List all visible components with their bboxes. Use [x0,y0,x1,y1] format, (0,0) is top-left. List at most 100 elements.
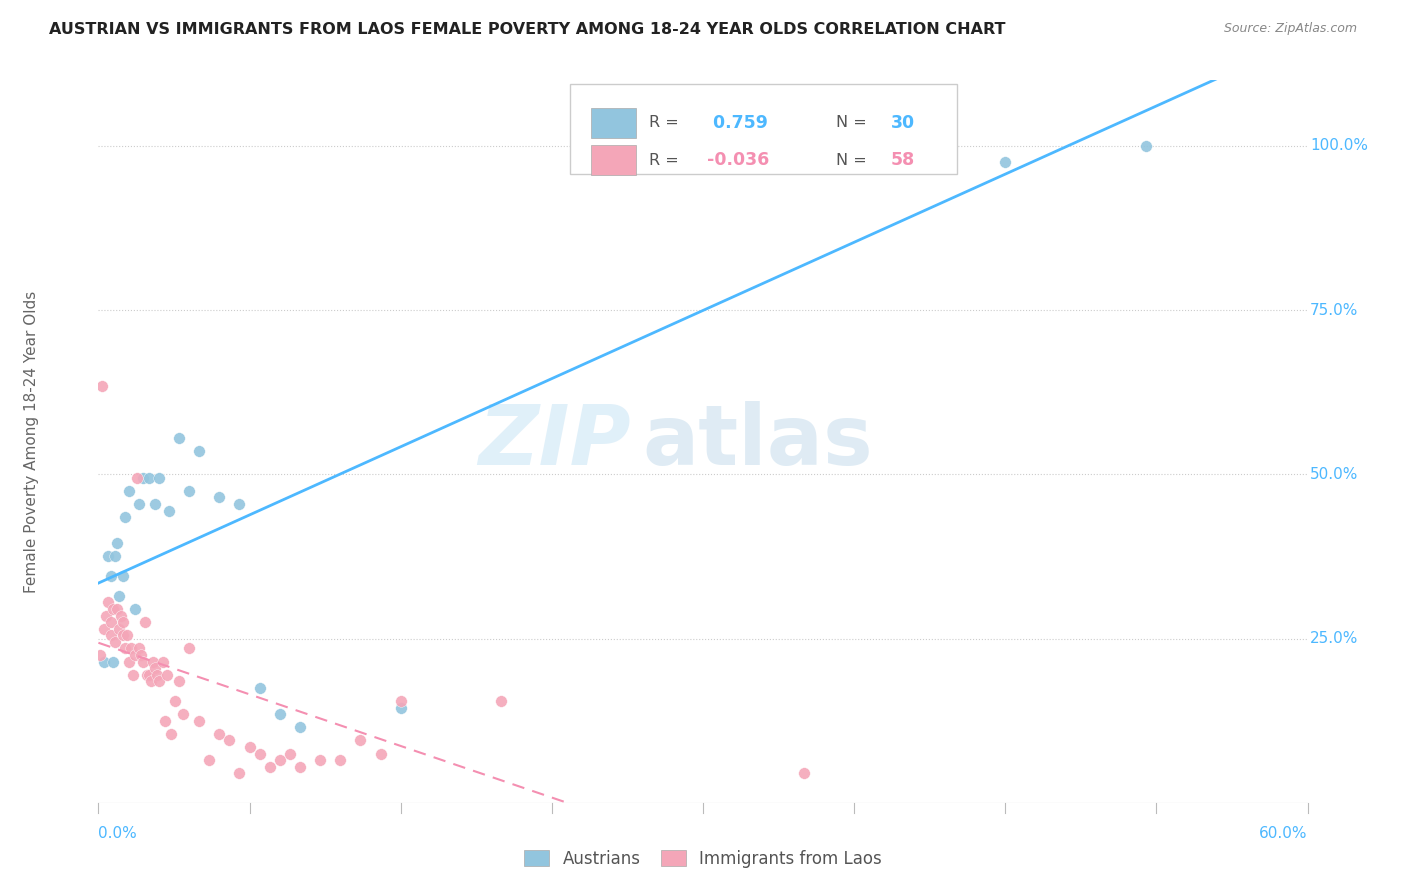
Point [208,727,231,741]
Point [228,497,250,511]
Point [105,602,128,616]
Text: atlas: atlas [643,401,873,482]
Legend: Austrians, Immigrants from Laos: Austrians, Immigrants from Laos [517,844,889,875]
Point [491,694,513,708]
Point [349,733,371,747]
Text: 0.0%: 0.0% [98,826,138,841]
Point [142,655,165,669]
Point [118,655,141,669]
Point [179,641,201,656]
Point [114,510,136,524]
Point [139,674,162,689]
Point [389,694,412,708]
Text: N =: N = [837,115,872,130]
Text: Female Poverty Among 18-24 Year Olds: Female Poverty Among 18-24 Year Olds [24,291,39,592]
Point [288,720,311,734]
Text: Source: ZipAtlas.com: Source: ZipAtlas.com [1223,22,1357,36]
Point [100,628,122,642]
Point [110,608,132,623]
Text: -0.036: -0.036 [707,152,769,169]
Point [269,753,291,767]
Point [160,727,183,741]
Point [138,667,160,681]
Point [118,483,141,498]
Point [97,595,120,609]
Point [228,766,250,780]
Bar [591,108,637,138]
Point [111,569,134,583]
Point [259,760,281,774]
Point [115,628,138,642]
Point [309,753,332,767]
Point [239,739,262,754]
Point [1135,139,1157,153]
Point [132,655,155,669]
Point [134,615,156,630]
Point [132,471,155,485]
Point [120,641,142,656]
Bar [591,145,637,176]
Point [218,733,240,747]
Point [153,714,176,728]
Text: 30: 30 [890,114,914,132]
Point [163,694,186,708]
Text: N =: N = [837,153,872,168]
Point [107,622,129,636]
Text: 58: 58 [890,152,915,169]
Point [111,615,134,630]
Point [105,536,128,550]
Point [188,714,211,728]
Point [156,667,179,681]
Text: AUSTRIAN VS IMMIGRANTS FROM LAOS FEMALE POVERTY AMONG 18-24 YEAR OLDS CORRELATIO: AUSTRIAN VS IMMIGRANTS FROM LAOS FEMALE … [49,22,1005,37]
Point [93,655,115,669]
Text: 0.759: 0.759 [707,114,768,132]
Point [96,608,118,623]
Point [101,655,124,669]
Point [148,471,170,485]
Point [125,471,148,485]
Point [100,615,122,630]
Point [157,503,180,517]
Point [129,648,152,662]
Point [152,655,174,669]
Text: R =: R = [648,153,683,168]
Point [100,569,122,583]
Point [138,471,160,485]
Text: ZIP: ZIP [478,401,630,482]
FancyBboxPatch shape [569,84,957,174]
Point [89,648,111,662]
Point [179,483,201,498]
Point [370,747,392,761]
Point [93,622,115,636]
Point [288,760,311,774]
Point [91,378,114,392]
Point [143,661,166,675]
Point [172,707,194,722]
Text: 60.0%: 60.0% [1260,826,1308,841]
Point [389,700,412,714]
Point [128,497,150,511]
Point [121,667,143,681]
Text: 25.0%: 25.0% [1310,632,1358,646]
Point [128,641,150,656]
Point [114,641,136,656]
Point [167,674,190,689]
Point [994,155,1017,169]
Point [208,491,231,505]
Point [103,549,125,564]
Text: 100.0%: 100.0% [1310,138,1368,153]
Text: 75.0%: 75.0% [1310,302,1358,318]
Point [198,753,221,767]
Point [103,635,125,649]
Point [135,667,157,681]
Point [329,753,352,767]
Point [101,602,124,616]
Point [167,431,190,445]
Point [97,549,120,564]
Point [107,589,129,603]
Point [793,766,815,780]
Point [188,444,211,458]
Point [143,497,166,511]
Point [146,667,169,681]
Point [278,747,301,761]
